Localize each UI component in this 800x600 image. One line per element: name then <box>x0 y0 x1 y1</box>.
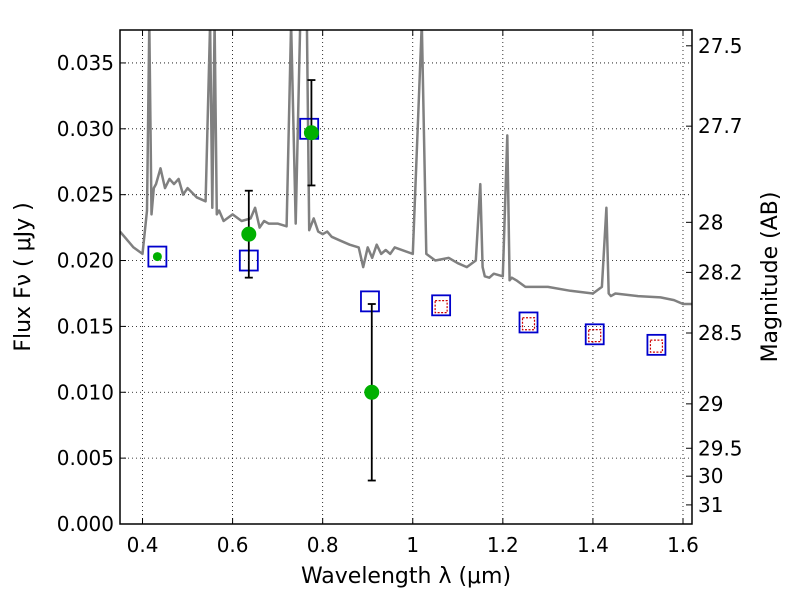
x-tick-label: 0.6 <box>217 533 249 557</box>
y2-tick-label: 29.5 <box>698 436 743 460</box>
model-photometry-box <box>646 333 667 356</box>
observed-point <box>303 125 319 141</box>
y2-tick-label: 27.7 <box>698 114 743 138</box>
y-tick-label: 0.015 <box>57 314 114 338</box>
y-tick-label: 0.020 <box>57 249 114 273</box>
y-tick-label: 0.025 <box>57 183 114 207</box>
plot-frame <box>119 29 693 525</box>
model-photometry-box <box>147 245 168 268</box>
axis-titles: Wavelength λ (μm) Flux Fν ( μJy ) Magnitud… <box>11 192 783 589</box>
y-tick-label: 0.010 <box>57 380 114 404</box>
x-tick-label: 0.8 <box>307 533 339 557</box>
y-tick-label: 0.005 <box>57 446 114 470</box>
y2-tick-label: 31 <box>698 493 723 517</box>
y2-tick-label: 28.5 <box>698 321 743 345</box>
y-tick-label: 0.035 <box>57 51 114 75</box>
y2-tick-label: 28 <box>698 210 723 234</box>
x-tick-label: 1 <box>406 533 419 557</box>
x-tick-label: 1.6 <box>667 533 699 557</box>
observed-point <box>364 384 380 400</box>
y2-tick-label: 28.2 <box>698 260 743 284</box>
x-axis-title: Wavelength λ (μm) <box>301 564 511 589</box>
grid-lines <box>120 30 692 525</box>
x-tick-label: 0.4 <box>127 533 159 557</box>
synthetic-photometry-box <box>588 329 602 343</box>
x-tick-label: 1.4 <box>577 533 609 557</box>
axis-ticks: 0.4 0.6 0.8 1 1.2 1.4 1.6 0.000 0.005 0.010 0.015 0… <box>57 30 743 557</box>
observed-point <box>241 226 257 242</box>
model-photometry-box <box>431 294 452 317</box>
photometry-points <box>147 79 667 482</box>
spectrum <box>120 30 692 306</box>
model-photometry-box <box>518 311 539 334</box>
model-photometry-box <box>584 323 605 346</box>
y-tick-label: 0.000 <box>57 512 114 536</box>
y-axis-title: Flux Fν ( μJy ) <box>11 202 36 351</box>
x-tick-label: 1.2 <box>487 533 519 557</box>
y2-tick-label: 29 <box>698 392 723 416</box>
y2-tick-label: 27.5 <box>698 34 743 58</box>
observed-point <box>152 252 162 262</box>
y2-axis-title: Magnitude (AB) <box>758 192 783 363</box>
spectrum-line <box>120 30 692 306</box>
y2-tick-label: 30 <box>698 464 723 488</box>
synthetic-photometry-box <box>649 339 664 353</box>
synthetic-photometry-box <box>434 300 448 314</box>
synthetic-photometry-box <box>521 317 536 331</box>
model-photometry-box <box>360 290 380 313</box>
y-tick-label: 0.030 <box>57 117 114 141</box>
